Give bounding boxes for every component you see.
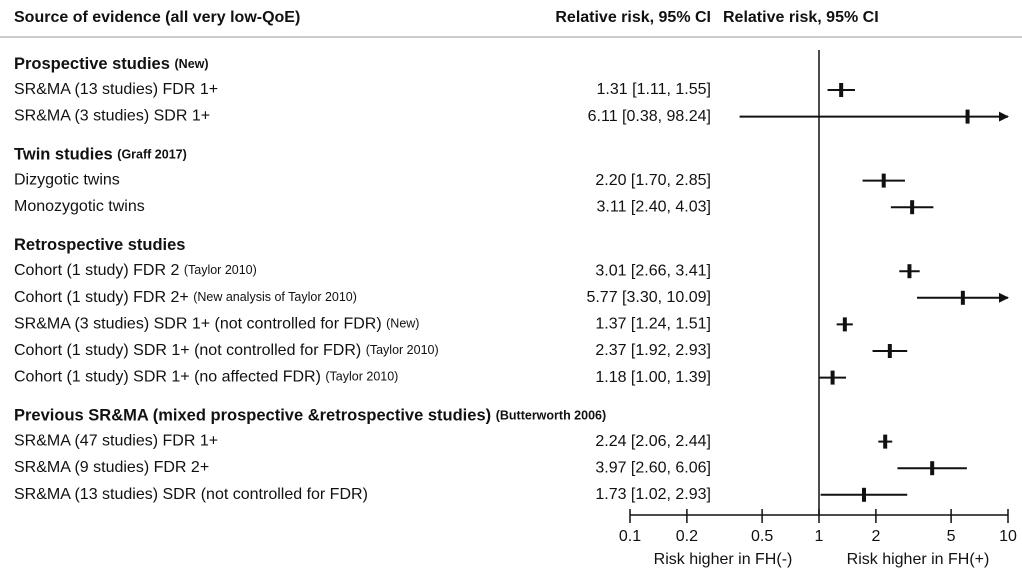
estimate-marker [930, 461, 935, 476]
estimate-marker [960, 290, 965, 305]
row-label: Dizygotic twins [14, 172, 120, 189]
x-tick-label: 0.2 [676, 528, 698, 545]
row-label: Cohort (1 study) SDR 1+ (no affected FDR… [14, 369, 398, 386]
label-note: (New) [175, 57, 209, 71]
row-label: SR&MA (47 studies) FDR 1+ [14, 433, 218, 450]
estimate-marker [907, 264, 912, 279]
group-title-text: Prospective studies [14, 55, 170, 73]
value-label: 2.24 [2.06, 2.44] [595, 433, 711, 450]
row-label-text: SR&MA (13 studies) SDR (not controlled f… [14, 486, 368, 503]
value-label: 3.97 [2.60, 6.06] [595, 459, 711, 476]
column-header: Relative risk, 95% CI [555, 9, 711, 26]
group-title: Twin studies (Graff 2017) [14, 146, 187, 164]
estimate-marker [842, 317, 847, 332]
group-title-text: Twin studies [14, 146, 113, 164]
estimate-marker [910, 200, 915, 215]
group-title: Prospective studies (New) [14, 55, 209, 73]
label-note: (Graff 2017) [117, 148, 186, 162]
column-header: Relative risk, 95% CI [723, 9, 879, 26]
row-label-text: SR&MA (3 studies) SDR 1+ (not controlled… [14, 316, 382, 333]
group-title-text: Retrospective studies [14, 237, 185, 255]
x-axis-label: Risk higher in FH(+) [847, 551, 990, 568]
row-label: SR&MA (9 studies) FDR 2+ [14, 459, 209, 476]
column-header: Source of evidence (all very low-QoE) [14, 9, 300, 26]
value-label: 2.37 [1.92, 2.93] [595, 342, 711, 359]
value-label: 5.77 [3.30, 10.09] [586, 289, 711, 306]
value-label: 3.01 [2.66, 3.41] [595, 262, 711, 279]
row-label-text: Dizygotic twins [14, 172, 120, 189]
row-label: SR&MA (3 studies) SDR 1+ [14, 108, 210, 125]
x-tick-label: 0.1 [619, 528, 641, 545]
label-note: (Butterworth 2006) [496, 409, 606, 423]
row-label: SR&MA (13 studies) FDR 1+ [14, 81, 218, 98]
row-label-text: Cohort (1 study) FDR 2+ [14, 289, 189, 306]
x-tick-label: 5 [947, 528, 956, 545]
estimate-marker [861, 487, 866, 502]
row-label-text: Cohort (1 study) SDR 1+ (no affected FDR… [14, 369, 321, 386]
value-label: 2.20 [1.70, 2.85] [595, 172, 711, 189]
estimate-marker [839, 83, 844, 97]
estimate-marker [887, 344, 892, 358]
x-axis-label: Risk higher in FH(-) [654, 551, 793, 568]
x-tick-label: 1 [815, 528, 824, 545]
x-tick-label: 10 [999, 528, 1017, 545]
estimate-marker [881, 173, 886, 188]
estimate-marker [830, 370, 835, 385]
row-label: Cohort (1 study) FDR 2 (Taylor 2010) [14, 262, 257, 279]
value-label: 1.18 [1.00, 1.39] [595, 369, 711, 386]
value-label: 6.11 [0.38, 98.24] [588, 108, 711, 125]
row-label-text: Cohort (1 study) SDR 1+ (not controlled … [14, 342, 361, 359]
row-label: SR&MA (3 studies) SDR 1+ (not controlled… [14, 316, 419, 333]
x-tick-label: 2 [871, 528, 880, 545]
label-note: (New analysis of Taylor 2010) [193, 290, 357, 304]
row-label: Cohort (1 study) SDR 1+ (not controlled … [14, 342, 439, 359]
row-label-text: SR&MA (13 studies) FDR 1+ [14, 81, 218, 98]
value-label: 1.73 [1.02, 2.93] [595, 486, 711, 503]
row-label-text: SR&MA (9 studies) FDR 2+ [14, 459, 209, 476]
estimate-marker [965, 109, 970, 124]
row-label: Monozygotic twins [14, 198, 145, 215]
value-label: 1.37 [1.24, 1.51] [595, 316, 711, 333]
group-title-text: Previous SR&MA (mixed prospective &retro… [14, 407, 491, 425]
row-label: Cohort (1 study) FDR 2+ (New analysis of… [14, 289, 357, 306]
group-title: Previous SR&MA (mixed prospective &retro… [14, 407, 606, 425]
row-label: SR&MA (13 studies) SDR (not controlled f… [14, 486, 368, 503]
estimate-marker [883, 434, 888, 449]
label-note: (New) [386, 317, 419, 331]
label-note: (Taylor 2010) [366, 343, 439, 357]
value-label: 1.31 [1.11, 1.55] [597, 81, 711, 98]
x-tick-label: 0.5 [751, 528, 773, 545]
row-label-text: Cohort (1 study) FDR 2 [14, 262, 179, 279]
row-label-text: SR&MA (3 studies) SDR 1+ [14, 108, 210, 125]
row-label-text: Monozygotic twins [14, 198, 145, 215]
label-note: (Taylor 2010) [325, 370, 398, 384]
group-title: Retrospective studies [14, 237, 185, 255]
value-label: 3.11 [2.40, 4.03] [597, 198, 711, 215]
label-note: (Taylor 2010) [184, 263, 257, 277]
row-label-text: SR&MA (47 studies) FDR 1+ [14, 433, 218, 450]
